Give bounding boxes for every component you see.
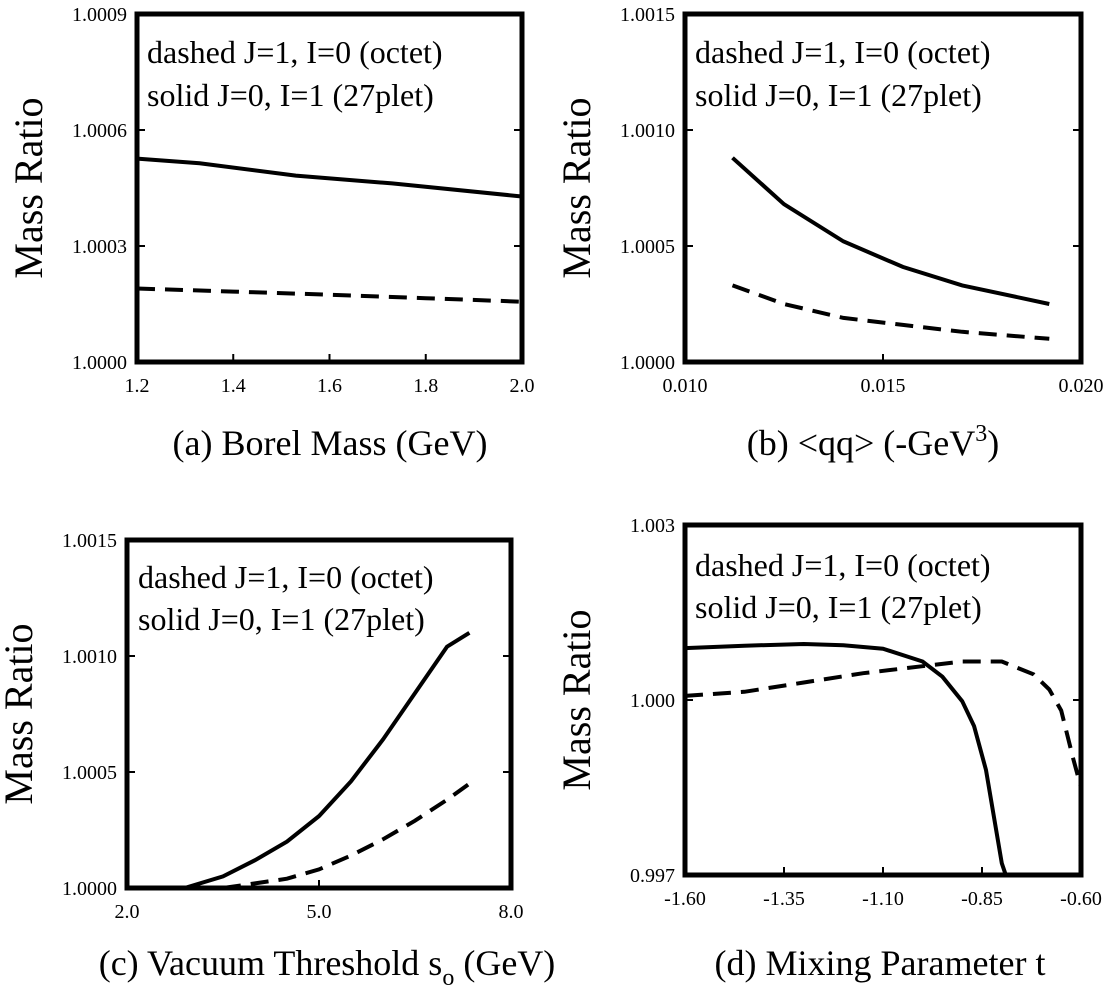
series-line-solid xyxy=(137,156,522,199)
x-tick-label: 1.8 xyxy=(413,375,438,397)
panel-caption: (a) Borel Mass (GeV) xyxy=(173,423,488,463)
panel-caption: (c) Vacuum Threshold so (GeV) xyxy=(99,943,556,985)
y-tick-label: 1.0010 xyxy=(620,120,675,142)
series-line-dashed xyxy=(731,283,1050,341)
y-tick-label: 1.0003 xyxy=(72,236,127,258)
panel-caption: (b) <qq> (-GeV3) xyxy=(747,421,1000,463)
x-tick-label: -1.10 xyxy=(862,888,904,910)
legend-solid: solid J=0, I=1 (27plet) xyxy=(147,77,434,113)
x-tick-label: 2.0 xyxy=(115,901,140,923)
y-axis-label: Mass Ratio xyxy=(554,609,599,790)
y-tick-label: 1.003 xyxy=(630,515,675,537)
x-tick-label: -0.85 xyxy=(961,888,1003,910)
legend-solid: solid J=0, I=1 (27plet) xyxy=(695,77,982,113)
panel-b: 0.010 0.015 0.020 1.0000 1.0005 1.0010 1.0015 M… xyxy=(554,4,1104,463)
y-tick-label: 1.0015 xyxy=(620,4,675,26)
y-tick-label: 1.0000 xyxy=(72,352,127,374)
x-tick-label: 0.020 xyxy=(1059,375,1104,397)
x-tick-label: 0.010 xyxy=(663,375,708,397)
y-tick-label: 1.0010 xyxy=(62,646,117,668)
x-tick-label: 1.2 xyxy=(125,375,150,397)
y-axis-label: Mass Ratio xyxy=(6,97,51,278)
y-tick-label: 1.0005 xyxy=(62,762,117,784)
series-line-dashed xyxy=(222,777,477,888)
x-tick-label: 8.0 xyxy=(499,901,524,923)
series-line-solid xyxy=(184,631,471,888)
panel-c: 2.0 5.0 8.0 1.0000 1.0005 1.0010 1.0015 Mass Ra… xyxy=(0,530,555,985)
legend-dashed: dashed J=1, I=0 (octet) xyxy=(695,34,991,70)
x-tick-label: 5.0 xyxy=(307,901,332,923)
y-axis-label: Mass Ratio xyxy=(0,623,41,804)
x-tick-label: 2.0 xyxy=(510,375,535,397)
series-line-solid xyxy=(685,641,1008,875)
panel-d: -1.60 -1.35 -1.10 -0.85 -0.60 0.997 1.000 1.003… xyxy=(554,515,1102,983)
x-tick-label: 1.6 xyxy=(317,375,342,397)
y-tick-label: 1.0000 xyxy=(620,352,675,374)
x-tick-label: 1.4 xyxy=(221,375,246,397)
x-tick-label: -0.60 xyxy=(1060,888,1102,910)
legend-dashed: dashed J=1, I=0 (octet) xyxy=(695,547,991,583)
y-tick-label: 1.0006 xyxy=(72,120,127,142)
y-tick-label: 0.997 xyxy=(630,865,675,887)
legend-solid: solid J=0, I=1 (27plet) xyxy=(138,601,425,637)
y-tick-label: 1.0009 xyxy=(72,4,127,26)
y-tick-label: 1.000 xyxy=(630,690,675,712)
series-line-dashed xyxy=(137,286,522,304)
legend-dashed: dashed J=1, I=0 (octet) xyxy=(147,34,443,70)
y-tick-label: 1.0005 xyxy=(620,236,675,258)
panel-caption: (d) Mixing Parameter t xyxy=(715,943,1046,983)
panel-a: 1.2 1.4 1.6 1.8 2.0 1.0000 1.0003 1.0006 1.0009 M… xyxy=(6,4,535,463)
y-axis-label: Mass Ratio xyxy=(554,97,599,278)
x-tick-label: -1.60 xyxy=(664,888,706,910)
x-tick-label: -1.35 xyxy=(763,888,805,910)
legend-solid: solid J=0, I=1 (27plet) xyxy=(695,589,982,625)
x-tick-label: 0.015 xyxy=(861,375,906,397)
legend-dashed: dashed J=1, I=0 (octet) xyxy=(138,559,434,595)
series-line-dashed xyxy=(685,659,1081,789)
series-line-solid xyxy=(731,156,1050,306)
y-tick-label: 1.0015 xyxy=(62,530,117,552)
y-tick-label: 1.0000 xyxy=(62,878,117,900)
